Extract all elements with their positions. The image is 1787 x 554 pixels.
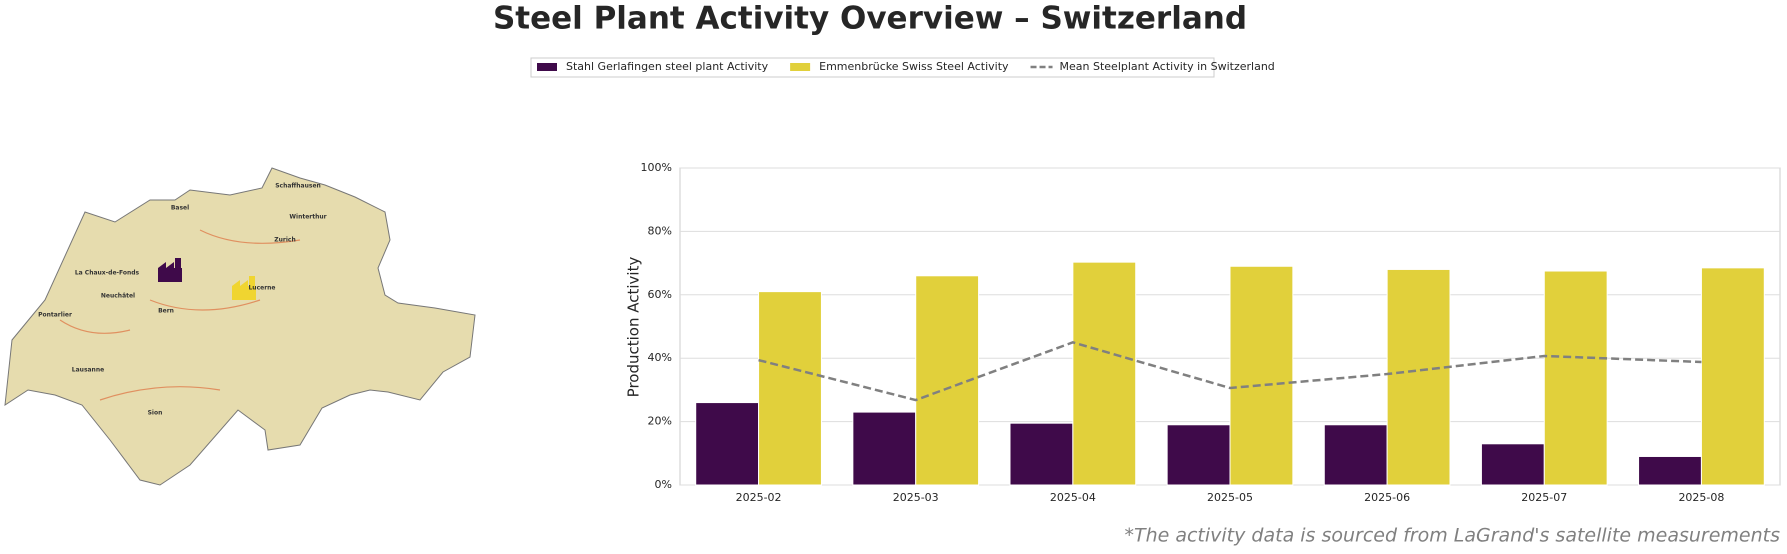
- map-label: Pontarlier: [38, 312, 72, 319]
- bar: [1229, 265, 1294, 486]
- y-tick-label: 100%: [641, 161, 672, 174]
- bar: [1323, 424, 1388, 486]
- map-label: Bern: [158, 308, 174, 315]
- legend-swatch: [790, 63, 811, 71]
- legend-label: Mean Steelplant Activity in Switzerland: [1060, 60, 1275, 73]
- x-tick-label: 2025-08: [1678, 491, 1724, 504]
- legend-box: [530, 57, 1215, 78]
- chart-title: Steel Plant Activity Overview – Switzerl…: [493, 1, 1247, 37]
- x-tick-label: 2025-04: [1050, 491, 1096, 504]
- bar: [1009, 422, 1074, 486]
- map: [4, 167, 476, 486]
- bar: [1480, 443, 1545, 486]
- x-tick-label: 2025-05: [1207, 491, 1253, 504]
- map-label: Basel: [171, 205, 189, 212]
- y-tick-label: 20%: [648, 415, 672, 428]
- plant-icon: [232, 276, 256, 300]
- x-tick-label: 2025-06: [1364, 491, 1410, 504]
- y-tick-label: 60%: [648, 288, 672, 301]
- bar: [1166, 424, 1231, 486]
- bar: [758, 291, 822, 486]
- x-tick-label: 2025-02: [736, 491, 782, 504]
- bar: [852, 411, 917, 486]
- y-tick-label: 0%: [655, 478, 672, 491]
- x-tick-label: 2025-03: [893, 491, 939, 504]
- bar: [1700, 267, 1765, 486]
- mean-line: [758, 341, 1702, 402]
- bar: [1638, 455, 1702, 486]
- map-label: Schaffhausen: [275, 183, 321, 190]
- x-tick-label: 2025-07: [1521, 491, 1567, 504]
- map-label: Lucerne: [248, 285, 275, 292]
- bar: [695, 402, 760, 486]
- map-label: La Chaux-de-Fonds: [75, 270, 140, 277]
- map-label: Neuchâtel: [101, 293, 135, 300]
- map-label: Winterthur: [289, 214, 326, 221]
- plant-icon: [158, 258, 182, 282]
- roads: [59, 229, 301, 401]
- y-tick-label: 40%: [648, 351, 672, 364]
- map-label: Sion: [148, 410, 163, 417]
- bar: [1386, 268, 1451, 486]
- map-label: Lausanne: [72, 367, 104, 374]
- legend-swatch: [537, 63, 557, 71]
- bar: [1072, 261, 1137, 486]
- y-tick-label: 80%: [648, 224, 672, 237]
- country-shape: [4, 167, 476, 486]
- y-axis-label: Production Activity: [625, 257, 643, 398]
- map-label: Zurich: [274, 237, 295, 244]
- footnote: *The activity data is sourced from LaGra…: [1124, 525, 1780, 547]
- legend-label: Emmenbrücke Swiss Steel Activity: [819, 60, 1009, 73]
- bar: [1543, 270, 1608, 486]
- legend-label: Stahl Gerlafingen steel plant Activity: [566, 60, 769, 73]
